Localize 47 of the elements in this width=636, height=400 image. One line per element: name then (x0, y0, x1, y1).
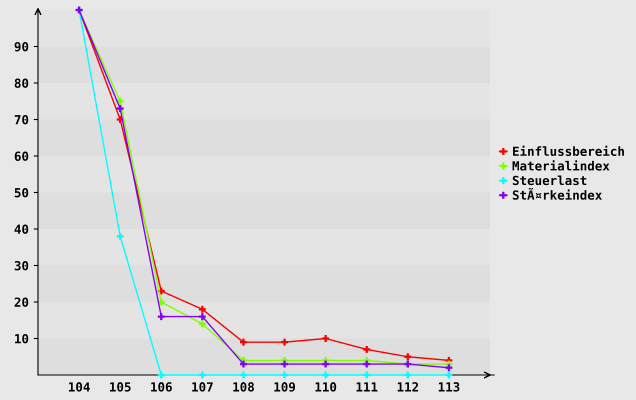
point (281, 372, 288, 378)
point (404, 353, 412, 360)
point (281, 338, 288, 346)
point (404, 372, 412, 378)
legend-label: Materialindex (512, 160, 610, 171)
point (116, 105, 124, 112)
point (322, 360, 330, 368)
point (158, 313, 165, 320)
x-tick-label: 109 (274, 382, 296, 392)
y-tick-label: 40 (14, 224, 28, 234)
legend-label: Steuerlast (512, 176, 586, 186)
point (198, 320, 206, 328)
y-tick-label: 80 (14, 78, 28, 88)
x-tick-label: 107 (192, 382, 213, 392)
y-tick-label: 90 (14, 42, 28, 52)
y-tick-label: 10 (15, 334, 28, 344)
x-tick-label: 104 (68, 382, 90, 392)
point (240, 372, 247, 378)
y-tick-label: 60 (14, 151, 28, 161)
point (322, 372, 330, 378)
point (240, 338, 247, 346)
point (363, 346, 370, 353)
point (198, 313, 206, 320)
x-tick-label: 112 (398, 382, 418, 392)
point (198, 372, 206, 378)
y-tick-label: 20 (14, 297, 28, 307)
y-tick-label: 70 (14, 114, 28, 124)
point (445, 364, 452, 372)
x-tick-label: 113 (438, 382, 460, 392)
point (240, 360, 247, 368)
x-tick-label: 111 (356, 382, 378, 392)
legend-label: Einflussbereich (513, 146, 624, 156)
point (116, 232, 124, 240)
point (363, 360, 370, 368)
x-tick-label: 105 (110, 382, 131, 392)
x-tick-label: 106 (151, 382, 172, 392)
legend-label: StÃ¤rkeindex (512, 188, 602, 200)
point (158, 372, 165, 378)
y-tick-label: 30 (14, 260, 28, 270)
y-tick-label: 50 (14, 188, 28, 198)
point (281, 360, 288, 368)
x-tick-label: 110 (315, 382, 336, 392)
point (322, 335, 330, 342)
x-tick-label: 108 (233, 382, 254, 392)
point (198, 306, 206, 313)
point (363, 372, 370, 378)
point (445, 372, 452, 378)
